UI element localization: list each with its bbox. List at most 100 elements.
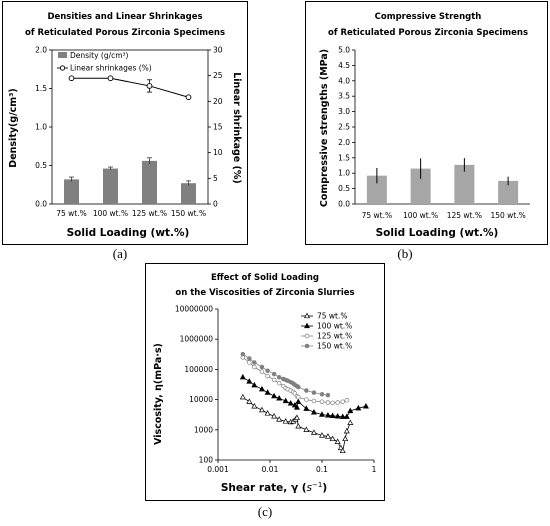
chart-c-series-100-wt-point <box>334 412 341 419</box>
chart-c-series-75-wt-point <box>264 410 271 416</box>
chart-a-ytick-label: 1.0 <box>35 123 47 132</box>
chart-a-ytick-label: 0.0 <box>35 200 47 209</box>
chart-c-series-100-wt-legend-marker <box>304 322 310 329</box>
chart-c-frame: Effect of Solid Loading on the Viscositi… <box>145 263 385 501</box>
chart-c-subtitle: on the Viscosities of Zirconia Slurries <box>175 288 354 298</box>
chart-b-ytick-label: 3.0 <box>338 107 350 116</box>
chart-c-xtick-label: 0.01 <box>262 465 279 474</box>
chart-c-series-100-wt-point <box>282 397 289 404</box>
chart-c-series-75-wt-point <box>324 433 331 439</box>
chart-c-series-100-wt-point <box>264 389 271 395</box>
chart-a-y2tick-label: 25 <box>213 71 223 80</box>
chart-c-series-75-wt-legend-marker <box>304 312 310 319</box>
chart-c-series-75-wt-point <box>319 432 325 438</box>
chart-c-series-100-wt-point <box>355 404 362 411</box>
chart-c-series-100-wt-point <box>347 407 354 414</box>
chart-a-legend-density-label: Density (g/cm³) <box>70 51 129 60</box>
chart-c-series-150-wt-point <box>240 351 246 357</box>
chart-c-series-100-wt-point <box>271 392 278 399</box>
chart-c-series-75-wt-point <box>271 412 278 419</box>
chart-a-title: Densities and Linear Shrinkages <box>47 12 202 22</box>
chart-b-ytick-label: 1.0 <box>338 169 350 178</box>
chart-c-series-75-wt-point <box>347 419 354 425</box>
chart-c-ytick-label: 100 <box>199 456 214 465</box>
chart-a-shrinkage-point <box>107 75 114 82</box>
caption-a: (a) <box>112 246 128 261</box>
chart-c-xtick-label: 0.1 <box>316 465 328 474</box>
chart-c-title: Effect of Solid Loading <box>211 273 319 283</box>
chart-c-series-150-wt-point <box>311 390 317 395</box>
chart-c-series-125-wt-legend-marker <box>304 333 310 339</box>
chart-b-strength-bar <box>410 168 431 204</box>
chart-b-ylabel: Compressive strengths (MPa) <box>319 49 330 207</box>
chart-c-series-150-wt-point <box>325 392 331 398</box>
chart-a-ylabel: Density(g/cm³) <box>8 88 19 167</box>
chart-c-series-100-wt-point <box>310 408 317 415</box>
chart-c-series-125-wt-point <box>304 397 309 402</box>
chart-c-series-150-wt-point <box>296 384 301 390</box>
chart-a-y2tick-label: 20 <box>213 97 223 106</box>
chart-c-series-75-wt-legend-label: 75 wt.% <box>317 312 348 321</box>
chart-c-series-75-wt-point <box>343 427 350 434</box>
chart-b-ytick-label: 2.0 <box>338 138 350 147</box>
chart-a-ytick-label: 1.5 <box>35 84 47 93</box>
chart-a-density-bar <box>181 183 196 204</box>
chart-c-series-75-wt-point <box>310 429 317 435</box>
chart-b-xlabel: Solid Loading (wt.%) <box>376 227 499 239</box>
chart-c-series-75-wt-point <box>239 393 246 400</box>
chart-c-series-125-wt-point <box>319 399 325 404</box>
chart-c-series-125-wt-point <box>335 400 340 405</box>
chart-a-shrinkage-line <box>71 77 189 98</box>
chart-b-xtick-label: 125 wt.% <box>447 211 482 220</box>
chart-c-series-150-wt-point <box>259 364 265 370</box>
chart-b-subtitle: of Reticulated Porous Zirconia Specimens <box>328 28 528 38</box>
chart-b-ytick-label: 0.0 <box>338 200 350 209</box>
chart-c-series-75-wt-point <box>337 444 344 451</box>
chart-b-ytick-label: 3.5 <box>338 92 350 101</box>
chart-c-series-125-wt-point <box>259 369 265 374</box>
chart-c-series-150-wt-legend-label: 150 wt.% <box>317 342 352 351</box>
chart-c-series-125-wt-point <box>344 398 350 403</box>
chart-c-ytick-label: 1000000 <box>180 335 214 344</box>
chart-b-ytick-label: 1.5 <box>338 153 350 162</box>
chart-b-frame: Compressive Strength of Reticulated Poro… <box>305 1 548 245</box>
chart-c-ylabel: Viscosity, η(mPa·s) <box>153 343 164 445</box>
chart-c-series-125-wt-point <box>252 364 257 370</box>
chart-c-series-100-wt-point <box>239 373 246 380</box>
chart-c-series-75-wt-point <box>303 426 310 432</box>
chart-c-series-75-wt-point <box>258 406 265 413</box>
chart-a: Densities and Linear Shrinkages of Retic… <box>8 12 242 239</box>
chart-b-xtick-label: 100 wt.% <box>403 211 438 220</box>
chart-c-series-125-wt-point <box>330 400 335 406</box>
chart-c-series-150-wt-point <box>304 388 309 393</box>
chart-c-ytick-label: 10000 <box>189 395 213 404</box>
chart-b-ytick-label: 4.5 <box>338 61 350 70</box>
chart-c-ytick-label: 1000 <box>194 425 213 434</box>
chart-b-strength-bar <box>366 175 387 204</box>
chart-a-xtick-label: 75 wt.% <box>56 209 87 218</box>
chart-b-ytick-label: 4.0 <box>338 76 350 85</box>
chart-c-series-75-wt-point <box>293 414 300 420</box>
chart-c-series-125-wt-point <box>271 377 277 383</box>
chart-c-series-100-wt-point <box>319 411 325 417</box>
chart-c-series-75-wt-point <box>246 398 253 404</box>
chart-c-series-100-wt-point <box>303 405 310 411</box>
chart-c-series-100-wt-point <box>329 412 336 418</box>
chart-c-series-150-wt-point <box>319 392 325 397</box>
chart-c-series-100-wt-point <box>339 413 346 419</box>
chart-a-y2tick-label: 30 <box>213 46 223 55</box>
chart-c-xlabel-exp: −1 <box>312 481 322 489</box>
chart-c-series-100-wt-point <box>276 395 283 401</box>
chart-c-series-150-wt-point <box>271 371 277 377</box>
chart-c-series-125-wt-point <box>276 380 282 386</box>
chart-a-ytick-label: 2.0 <box>35 46 47 55</box>
chart-a-shrinkage-point <box>68 75 75 82</box>
chart-c-series-75-wt-point <box>282 418 289 424</box>
chart-c-series-100-wt-point <box>362 402 369 409</box>
chart-a-ytick-label: 0.5 <box>35 161 47 170</box>
chart-a-y2label: Linear shrinkage (%) <box>231 72 242 184</box>
chart-a-frame: Densities and Linear Shrinkages of Retic… <box>2 1 248 245</box>
chart-a-legend-shrinkage-marker <box>59 65 66 71</box>
chart-c-series-125-wt-point <box>311 398 317 404</box>
chart-c-series-100-wt-point <box>246 378 253 384</box>
